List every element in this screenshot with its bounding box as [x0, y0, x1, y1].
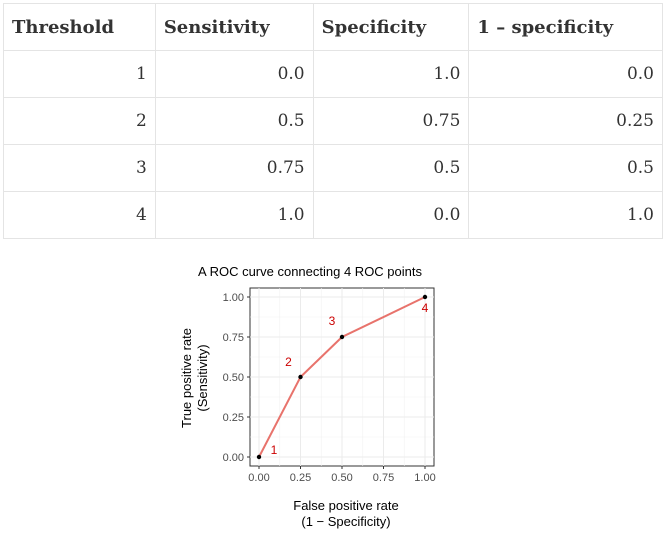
header-one-minus-specificity: 1 – specificity — [468, 3, 663, 51]
y-axis-label-line1: True positive rate — [179, 328, 194, 428]
y-tick-label: 0.75 — [223, 332, 244, 344]
roc-point — [339, 334, 345, 340]
roc-point — [422, 294, 428, 300]
header-threshold: Threshold — [3, 3, 156, 51]
table-header-row: Threshold Sensitivity Specificity 1 – sp… — [3, 3, 663, 51]
cell-sensitivity: 1.0 — [154, 191, 314, 239]
cell-sensitivity: 0.75 — [154, 144, 314, 192]
y-tick-label: 0.00 — [223, 452, 244, 464]
axes: 0.00 0.25 0.50 0.75 1.00 0.00 0.25 0.50 0.75 1.00 — [223, 292, 436, 484]
table-row: 3 0.75 0.5 0.5 — [3, 144, 663, 192]
y-tick-label: 0.25 — [223, 412, 244, 424]
cell-specificity: 0.0 — [312, 191, 470, 239]
cell-threshold: 1 — [3, 50, 156, 98]
x-tick-label: 0.00 — [248, 472, 269, 484]
x-tick-label: 0.25 — [290, 472, 311, 484]
cell-specificity: 0.75 — [312, 97, 470, 145]
roc-point-label: 2 — [285, 355, 292, 369]
cell-one-minus-specificity: 0.25 — [468, 97, 663, 145]
table-row: 4 1.0 0.0 1.0 — [3, 191, 663, 239]
roc-threshold-table: Threshold Sensitivity Specificity 1 – sp… — [3, 3, 663, 239]
cell-threshold: 2 — [3, 97, 156, 145]
cell-specificity: 1.0 — [312, 50, 470, 98]
y-tick-label: 0.50 — [223, 372, 244, 384]
roc-point-label: 3 — [329, 314, 336, 328]
roc-series: 1 2 3 4 — [256, 294, 429, 460]
roc-curve-chart: A ROC curve connecting 4 ROC points 0.00… — [179, 264, 436, 529]
roc-line — [258, 296, 426, 458]
header-sensitivity: Sensitivity — [154, 3, 314, 51]
y-tick-label: 1.00 — [223, 292, 244, 304]
cell-threshold: 4 — [3, 191, 156, 239]
x-axis-label-line2: (1 − Specificity) — [301, 514, 390, 529]
cell-one-minus-specificity: 0.5 — [468, 144, 663, 192]
cell-one-minus-specificity: 0.0 — [468, 50, 663, 98]
x-tick-label: 0.75 — [373, 472, 394, 484]
roc-point-label: 1 — [271, 443, 278, 457]
roc-point — [298, 374, 303, 380]
roc-point-label: 4 — [422, 301, 429, 315]
cell-sensitivity: 0.5 — [154, 97, 314, 145]
table-row: 1 0.0 1.0 0.0 — [3, 50, 663, 98]
cell-threshold: 3 — [3, 144, 156, 192]
chart-title: A ROC curve connecting 4 ROC points — [198, 264, 422, 279]
table-row: 2 0.5 0.75 0.25 — [3, 97, 663, 145]
header-specificity: Specificity — [312, 3, 470, 51]
x-tick-label: 0.50 — [331, 472, 352, 484]
x-axis-label-line1: False positive rate — [293, 498, 399, 513]
y-axis-label-line2: (Sensitivity) — [195, 344, 210, 411]
cell-one-minus-specificity: 1.0 — [468, 191, 663, 239]
cell-sensitivity: 0.0 — [154, 50, 314, 98]
x-tick-label: 1.00 — [414, 472, 435, 484]
cell-specificity: 0.5 — [312, 144, 470, 192]
roc-point — [256, 454, 262, 460]
